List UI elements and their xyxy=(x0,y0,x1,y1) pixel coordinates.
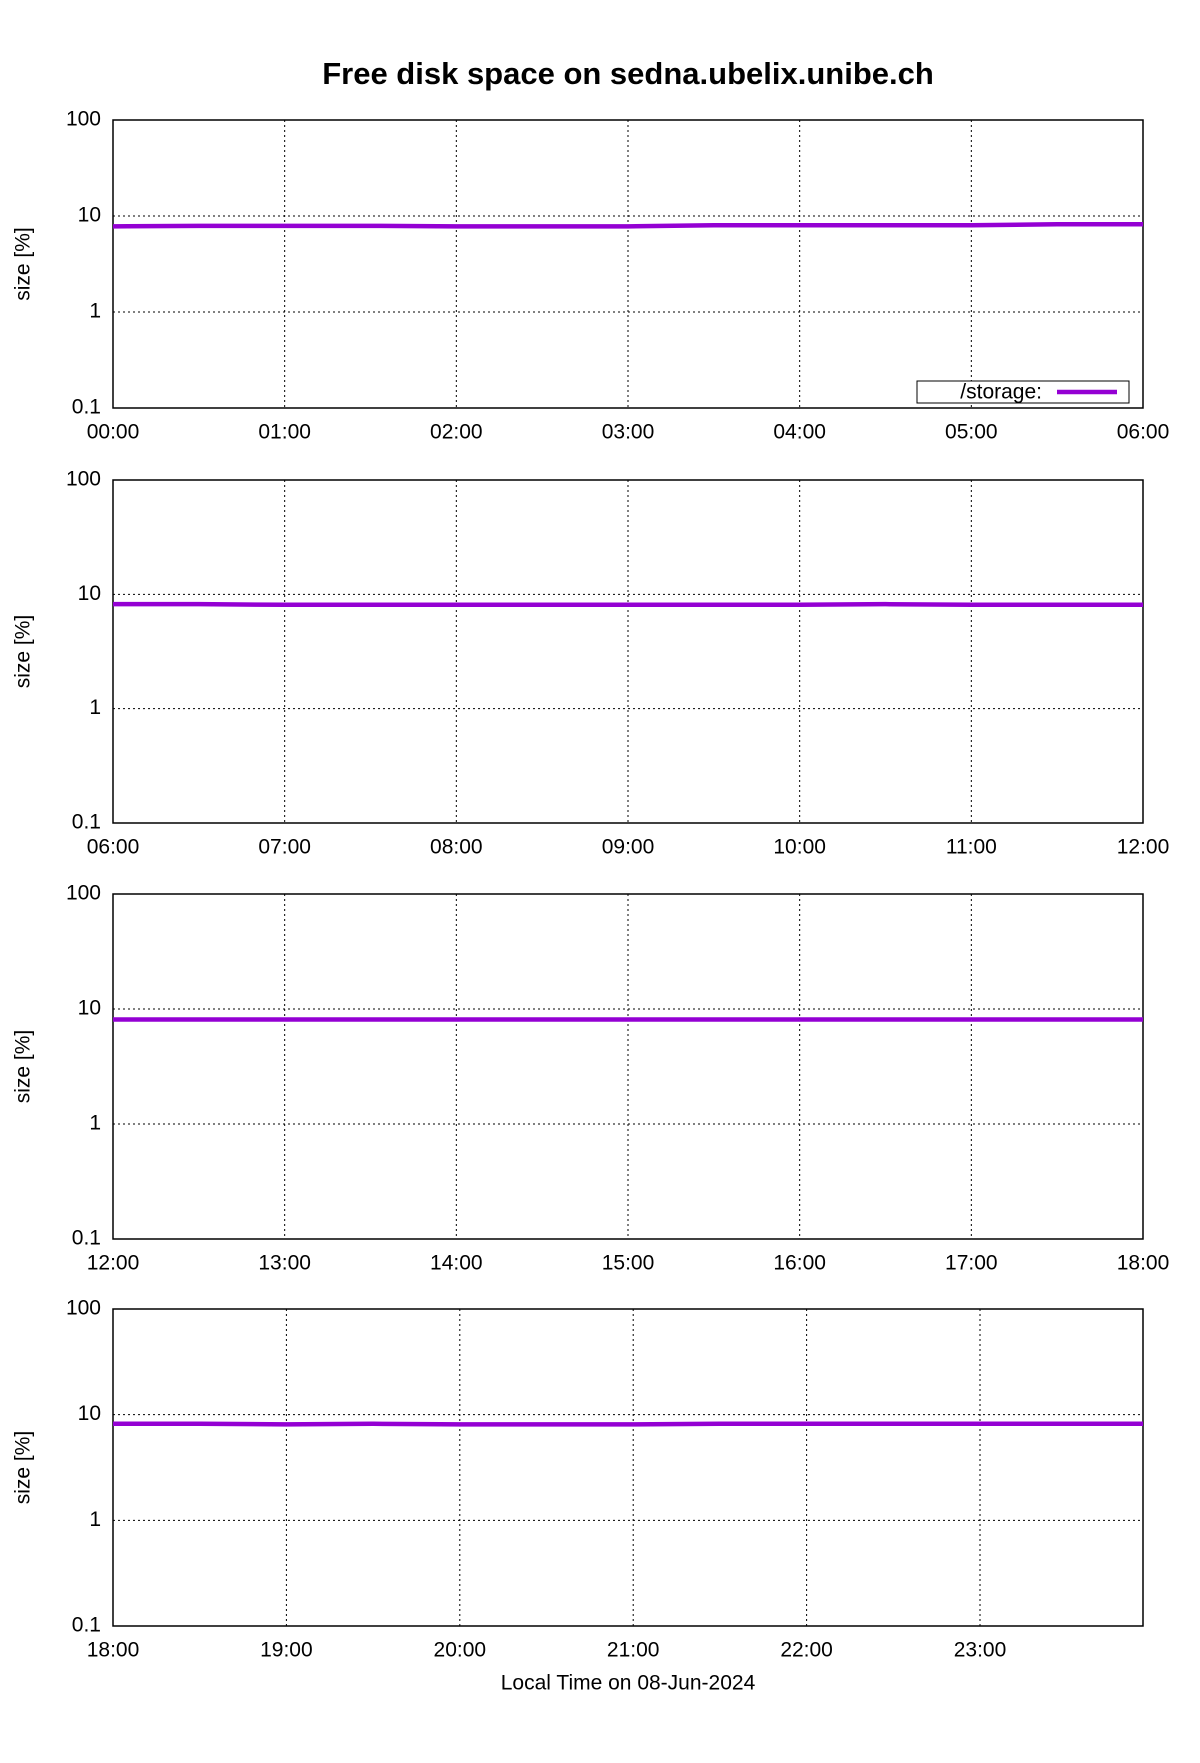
y-axis-label: size [%] xyxy=(12,615,35,689)
x-tick-label: 05:00 xyxy=(945,421,998,444)
y-tick-label: 0.1 xyxy=(72,1227,101,1250)
y-axis-label: size [%] xyxy=(12,1030,35,1104)
x-tick-label: 01:00 xyxy=(258,421,311,444)
x-tick-label: 03:00 xyxy=(602,421,655,444)
x-tick-label: 02:00 xyxy=(430,421,483,444)
x-tick-label: 18:00 xyxy=(1117,1252,1170,1275)
y-tick-label: 10 xyxy=(78,1402,101,1425)
x-tick-label: 19:00 xyxy=(260,1639,313,1662)
y-tick-label: 1 xyxy=(89,300,101,323)
y-tick-label: 100 xyxy=(66,882,101,905)
x-tick-label: 23:00 xyxy=(954,1639,1007,1662)
plot-frame xyxy=(112,479,1144,824)
x-tick-label: 11:00 xyxy=(946,836,997,859)
data-line xyxy=(113,1421,1143,1427)
y-tick-label: 10 xyxy=(78,582,101,605)
y-tick-label: 1 xyxy=(89,1112,101,1135)
x-tick-label: 14:00 xyxy=(430,1252,483,1275)
x-tick-label: 06:00 xyxy=(87,836,140,859)
x-tick-label: 15:00 xyxy=(602,1252,655,1275)
data-line xyxy=(113,601,1143,608)
x-tick-label: 18:00 xyxy=(87,1639,140,1662)
y-tick-label: 100 xyxy=(66,468,101,491)
y-tick-label: 10 xyxy=(78,204,101,227)
legend-box xyxy=(916,380,1130,404)
data-line xyxy=(112,222,1143,229)
x-tick-label: 08:00 xyxy=(430,836,483,859)
x-tick-label: 22:00 xyxy=(780,1639,833,1662)
y-tick-label: 100 xyxy=(66,1297,101,1320)
y-tick-label: 0.1 xyxy=(72,811,101,834)
plot-frame xyxy=(112,119,1144,409)
y-axis-label: size [%] xyxy=(12,227,35,301)
plot-frame xyxy=(112,893,1144,1240)
y-axis-label: size [%] xyxy=(12,1431,35,1505)
y-tick-label: 0.1 xyxy=(72,1614,101,1637)
x-tick-label: 10:00 xyxy=(773,836,826,859)
x-axis-label: Local Time on 08-Jun-2024 xyxy=(501,1672,756,1695)
x-tick-label: 17:00 xyxy=(945,1252,998,1275)
x-tick-label: 20:00 xyxy=(434,1639,487,1662)
y-tick-label: 1 xyxy=(89,696,101,719)
x-tick-label: 12:00 xyxy=(1117,836,1170,859)
x-tick-label: 13:00 xyxy=(258,1252,311,1275)
chart-title: Free disk space on sedna.ubelix.unibe.ch xyxy=(322,56,934,91)
y-tick-label: 0.1 xyxy=(72,396,101,419)
x-tick-label: 09:00 xyxy=(602,836,655,859)
x-tick-label: 07:00 xyxy=(258,836,311,859)
y-tick-label: 10 xyxy=(78,997,101,1020)
legend-label: /storage: xyxy=(960,381,1042,404)
x-tick-label: 21:00 xyxy=(607,1639,660,1662)
x-tick-label: 04:00 xyxy=(773,421,826,444)
x-tick-label: 16:00 xyxy=(773,1252,826,1275)
y-tick-label: 100 xyxy=(66,108,101,131)
x-tick-label: 06:00 xyxy=(1117,421,1170,444)
x-tick-label: 12:00 xyxy=(87,1252,140,1275)
plot-frame xyxy=(112,1308,1144,1627)
x-tick-label: 00:00 xyxy=(87,421,140,444)
y-tick-label: 1 xyxy=(89,1508,101,1531)
